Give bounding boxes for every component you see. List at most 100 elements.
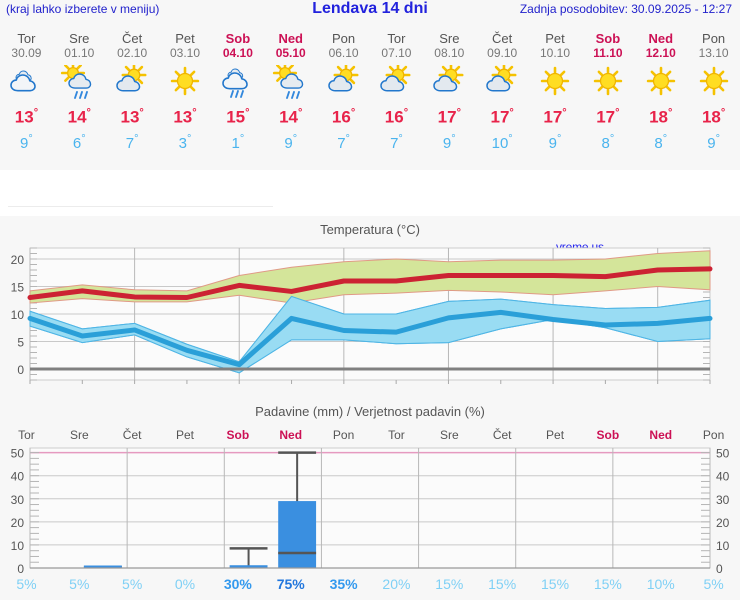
svg-text:20: 20: [11, 516, 25, 530]
day-date: 04.10: [222, 46, 253, 60]
precipitation-day-label: Čet: [122, 428, 142, 442]
degree-symbol: °: [297, 107, 303, 119]
svg-text:50: 50: [716, 447, 730, 461]
min-temperature: 9°: [529, 129, 582, 154]
day-column[interactable]: Ned 05.10 14° 9°: [264, 24, 317, 170]
sun-icon: [687, 62, 740, 102]
degree-symbol: °: [456, 107, 461, 119]
svg-text:0: 0: [17, 562, 24, 576]
degree-symbol: °: [509, 107, 514, 119]
degree-symbol: °: [245, 107, 250, 119]
svg-text:30: 30: [11, 493, 25, 507]
min-temperature-value: 9: [20, 134, 29, 152]
day-date: 07.10: [381, 46, 412, 60]
day-column[interactable]: Pon 13.10 18° 9°: [687, 24, 740, 170]
min-temperature-value: 7: [390, 134, 399, 152]
max-temperature: 17°: [476, 102, 529, 129]
content-separator-band: [0, 170, 740, 216]
sun-cloud-icon: [106, 62, 159, 102]
day-name: Sre: [69, 31, 90, 46]
day-column[interactable]: Tor 30.09 13° 9°: [0, 24, 53, 170]
degree-symbol: °: [134, 132, 139, 145]
day-name: Ned: [278, 31, 303, 46]
min-temperature: 1°: [211, 129, 264, 154]
precipitation-day-label: Sob: [226, 428, 250, 442]
precipitation-probability: 15%: [541, 576, 570, 592]
degree-symbol: °: [398, 132, 403, 145]
max-temperature-value: 13: [173, 107, 193, 127]
max-temperature: 15°: [211, 102, 264, 129]
last-update-text: Zadnja posodobitev: 30.09.2025 - 12:27: [519, 2, 732, 16]
min-temperature-value: 10: [491, 134, 509, 152]
day-column[interactable]: Sob 04.10 15° 1°: [211, 24, 264, 170]
sun-icon: [159, 62, 212, 102]
day-date: 09.10: [487, 46, 518, 60]
day-date: 12.10: [645, 46, 676, 60]
max-temperature: 17°: [581, 102, 634, 129]
min-temperature: 7°: [106, 129, 159, 154]
day-column[interactable]: Sob 11.10 17° 8°: [581, 24, 634, 170]
max-temperature-value: 17: [437, 107, 457, 127]
degree-symbol: °: [292, 132, 298, 145]
min-temperature: 7°: [370, 129, 423, 154]
sun-cloud-rain-icon: [264, 62, 317, 102]
day-date: 10.10: [540, 46, 571, 60]
day-name: Sre: [439, 31, 460, 46]
svg-text:0: 0: [17, 363, 24, 377]
day-name: Tor: [387, 31, 406, 46]
svg-text:30: 30: [716, 493, 730, 507]
degree-symbol: °: [720, 107, 726, 119]
precipitation-probability: 15%: [435, 576, 464, 592]
max-temperature: 14°: [53, 102, 106, 129]
degree-symbol: °: [451, 132, 456, 145]
min-temperature: 9°: [0, 129, 53, 154]
svg-text:15: 15: [11, 281, 25, 295]
max-temperature: 13°: [0, 102, 53, 129]
precipitation-day-label: Sre: [69, 428, 89, 442]
min-temperature-value: 1: [231, 134, 240, 152]
sun-cloud-icon: [370, 62, 423, 102]
day-name: Čet: [492, 31, 513, 46]
precipitation-chart: 0 0 10 10 20 20 30 30 40 40 50 50: [0, 444, 740, 576]
degree-symbol: °: [86, 107, 91, 119]
sun-icon: [634, 62, 687, 102]
degree-symbol: °: [186, 132, 192, 145]
min-temperature-value: 3: [178, 134, 187, 152]
max-temperature-value: 17: [543, 107, 563, 127]
day-column[interactable]: Pet 03.10 13° 3°: [159, 24, 212, 170]
day-column[interactable]: Tor 07.10 16 ° 7°: [370, 24, 423, 170]
min-temperature: 8°: [581, 129, 634, 154]
min-temperature-value: 7: [337, 134, 346, 152]
day-name: Pon: [332, 31, 356, 46]
day-column[interactable]: Ned 12.10 18° 8°: [634, 24, 687, 170]
max-temperature-value: 16: [384, 107, 404, 127]
degree-symbol: °: [662, 132, 668, 145]
day-column[interactable]: Sre 01.10 14° 6°: [53, 24, 106, 170]
day-date: 13.10: [698, 46, 729, 60]
day-column[interactable]: Pon 06.10 16° 7°: [317, 24, 370, 170]
precipitation-day-label: Ned: [649, 428, 673, 442]
min-temperature: 9°: [264, 129, 317, 154]
divider-line: [8, 206, 273, 207]
day-column[interactable]: Čet 09.10 17° 10 °: [476, 24, 529, 170]
min-temperature: 9°: [687, 129, 740, 154]
degree-symbol: °: [350, 107, 356, 119]
max-temperature-value: 17: [490, 107, 510, 127]
min-temperature: 8°: [634, 129, 687, 154]
min-temperature-value: 9: [442, 134, 452, 152]
precipitation-probability: 75%: [276, 576, 305, 592]
max-temperature-value: 14: [67, 107, 87, 127]
svg-text:20: 20: [11, 253, 25, 267]
day-column[interactable]: Čet 02.10 13° 7°: [106, 24, 159, 170]
min-temperature-value: 9: [284, 134, 293, 152]
day-date: 30.09: [11, 46, 42, 60]
degree-symbol: °: [345, 132, 350, 145]
svg-text:40: 40: [716, 470, 730, 484]
day-column[interactable]: Pet 10.10 17° 9°: [529, 24, 582, 170]
sun-cloud-icon: [423, 62, 476, 102]
precipitation-day-label: Tor: [18, 428, 35, 442]
svg-text:5: 5: [17, 336, 24, 350]
precipitation-probability: 15%: [488, 576, 517, 592]
day-column[interactable]: Sre 08.10 17° 9°: [423, 24, 476, 170]
